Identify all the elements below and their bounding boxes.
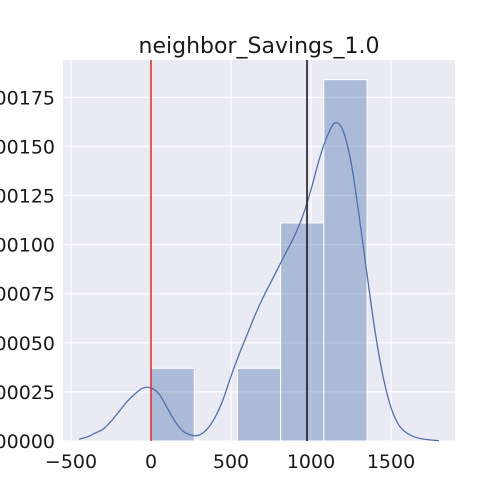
y-tick-label: 0.00025 [0, 382, 55, 404]
histogram-bar [323, 79, 368, 442]
y-tick-label: 0.00075 [0, 284, 55, 306]
histogram-bar [150, 367, 195, 442]
y-tick-label: 0.00175 [0, 87, 55, 109]
y-tick-label: 0.00125 [0, 186, 55, 208]
plot-area [63, 60, 455, 441]
y-tick-label: 0.00150 [0, 136, 55, 158]
x-tick-label: 1500 [367, 451, 415, 473]
reference-lines [150, 60, 308, 441]
x-tick-labels: −500 0 500 1000 1500 [45, 451, 415, 473]
kde-line [78, 121, 440, 442]
x-tick-label: −500 [45, 451, 97, 473]
histogram-bar [236, 367, 282, 442]
y-tick-label: 0.00000 [0, 431, 55, 453]
x-tick-label: 0 [145, 451, 157, 473]
y-tick-label: 0.00050 [0, 333, 55, 355]
x-tick-label: 1000 [287, 451, 335, 473]
y-tick-labels: 0.00000 0.00025 0.00050 0.00075 0.00100 0.001… [0, 87, 55, 453]
chart-title: neighbor_Savings_1.0 [139, 34, 380, 59]
x-tick-label: 500 [213, 451, 249, 473]
y-tick-label: 0.00100 [0, 235, 55, 257]
histogram-bar [280, 222, 325, 442]
